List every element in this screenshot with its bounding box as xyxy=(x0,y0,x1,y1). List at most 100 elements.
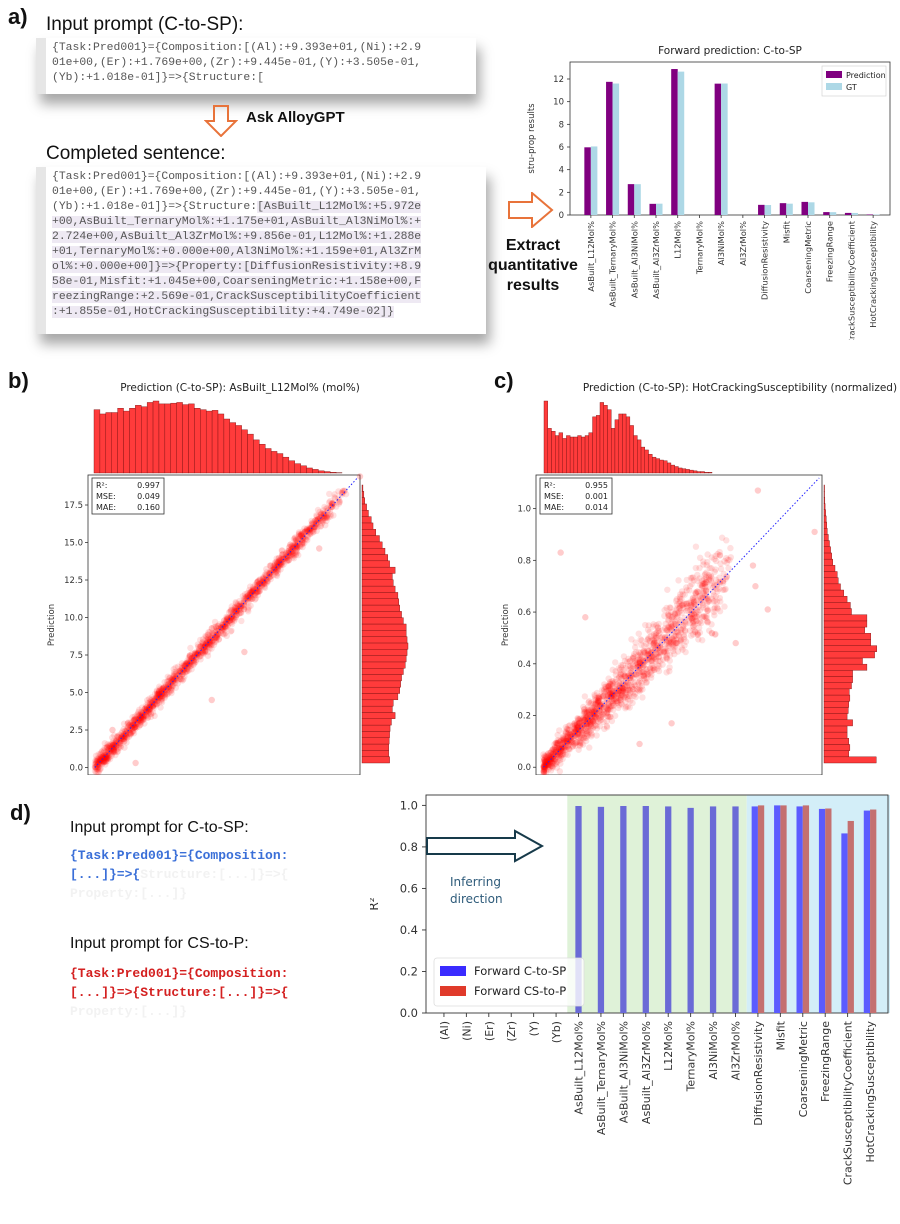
scatter-point xyxy=(610,692,618,699)
scatter-point xyxy=(686,627,694,634)
scatter-point xyxy=(617,696,624,704)
scatter-point xyxy=(95,756,103,763)
scatter-point xyxy=(195,643,202,650)
scatter-point xyxy=(626,687,634,694)
scatter-point xyxy=(188,666,195,673)
scatter-point xyxy=(604,692,611,699)
scatter-point xyxy=(165,684,173,691)
scatter-point xyxy=(186,652,194,659)
scatter-point xyxy=(545,750,552,757)
outlier-point xyxy=(98,753,105,761)
scatter-point xyxy=(167,684,174,691)
scatter-point xyxy=(683,600,691,608)
scatter-point xyxy=(609,680,616,687)
scatter-point xyxy=(331,495,339,502)
scatter-point xyxy=(703,579,710,586)
scatter-point xyxy=(628,682,635,689)
scatter-point xyxy=(665,638,672,645)
scatter-point xyxy=(540,762,547,770)
scatter-point xyxy=(307,525,314,532)
scatter-point xyxy=(138,708,145,716)
scatter-point xyxy=(306,525,314,532)
scatter-point xyxy=(682,600,689,608)
scatter-point xyxy=(272,566,279,573)
x-tick-label: (Al) xyxy=(438,1021,451,1040)
scatter-points xyxy=(91,473,364,775)
right-hist-bar xyxy=(361,503,367,511)
scatter-point xyxy=(589,706,597,714)
scatter-point xyxy=(666,652,674,659)
scatter-point xyxy=(200,648,207,655)
scatter-point xyxy=(552,739,560,747)
scatter-point xyxy=(98,753,106,761)
scatter-point xyxy=(612,668,619,675)
scatter-point xyxy=(234,601,241,608)
scatter-point xyxy=(256,587,263,595)
scatter-point xyxy=(209,637,217,644)
scatter-point xyxy=(584,716,592,723)
scatter-point xyxy=(176,673,184,680)
scatter-point xyxy=(254,578,261,586)
scatter-point xyxy=(571,720,578,727)
scatter-point xyxy=(576,742,583,750)
scatter-point xyxy=(668,616,676,623)
scatter-point xyxy=(654,665,661,672)
scatter-point xyxy=(560,751,567,758)
scatter-point xyxy=(540,768,548,775)
outlier-point xyxy=(132,759,139,767)
scatter-point xyxy=(556,748,564,756)
scatter-point xyxy=(241,603,248,611)
generated-text: 58e-01,Misfit:+1.045e+00,CoarseningMetri… xyxy=(52,276,422,288)
scatter-point xyxy=(584,714,591,722)
scatter-point xyxy=(615,688,622,695)
scatter-point xyxy=(214,634,221,641)
scatter-point xyxy=(637,636,644,643)
scatter-point xyxy=(159,685,167,693)
scatter-point xyxy=(566,734,574,741)
scatter-point xyxy=(690,577,697,584)
metrics-box xyxy=(539,477,613,515)
right-hist-bar xyxy=(361,712,396,719)
scatter-point xyxy=(131,717,138,724)
scatter-point xyxy=(158,695,166,703)
scatter-point xyxy=(545,766,552,773)
scatter-point xyxy=(278,553,286,561)
top-hist-bar xyxy=(158,403,166,474)
metric-value: 0.049 xyxy=(137,492,160,501)
right-hist-bar xyxy=(823,707,849,714)
scatter-point xyxy=(635,686,642,694)
scatter-point xyxy=(165,689,173,696)
prompt-cstop-text: {Task:Pred001}={Composition: [...]}=>{St… xyxy=(70,964,288,1021)
scatter-point xyxy=(596,707,603,714)
scatter-point xyxy=(318,517,325,524)
top-hist-bar xyxy=(659,459,664,474)
scatter-point xyxy=(224,616,231,623)
scatter-point xyxy=(545,757,552,764)
scatter-point xyxy=(654,662,661,669)
scatter-point xyxy=(560,736,567,744)
scatter-point xyxy=(122,731,130,738)
top-hist-bar xyxy=(324,471,331,474)
scatter-point xyxy=(321,503,328,511)
scatter-point xyxy=(207,642,214,649)
scatter-point xyxy=(618,691,626,699)
generated-text: ol%:+0.000e+00]}=>{Property:[DiffusionRe… xyxy=(52,261,422,273)
scatter-point xyxy=(309,521,316,529)
scatter-point xyxy=(690,626,697,634)
scatter-point xyxy=(583,720,590,728)
scatter-point xyxy=(601,686,608,693)
scatter-point xyxy=(544,764,552,771)
scatter-point xyxy=(615,665,622,672)
right-hist-bar xyxy=(823,509,826,517)
scatter-point xyxy=(587,723,595,730)
scatter-point xyxy=(595,695,603,703)
scatter-point xyxy=(640,662,648,669)
scatter-point xyxy=(544,752,552,759)
scatter-point xyxy=(650,654,658,661)
scatter-point xyxy=(666,604,674,611)
scatter-point xyxy=(127,730,134,737)
scatter-point xyxy=(173,672,181,679)
scatter-point xyxy=(632,693,639,701)
scatter-point xyxy=(244,591,252,599)
scatter-point xyxy=(335,500,343,507)
